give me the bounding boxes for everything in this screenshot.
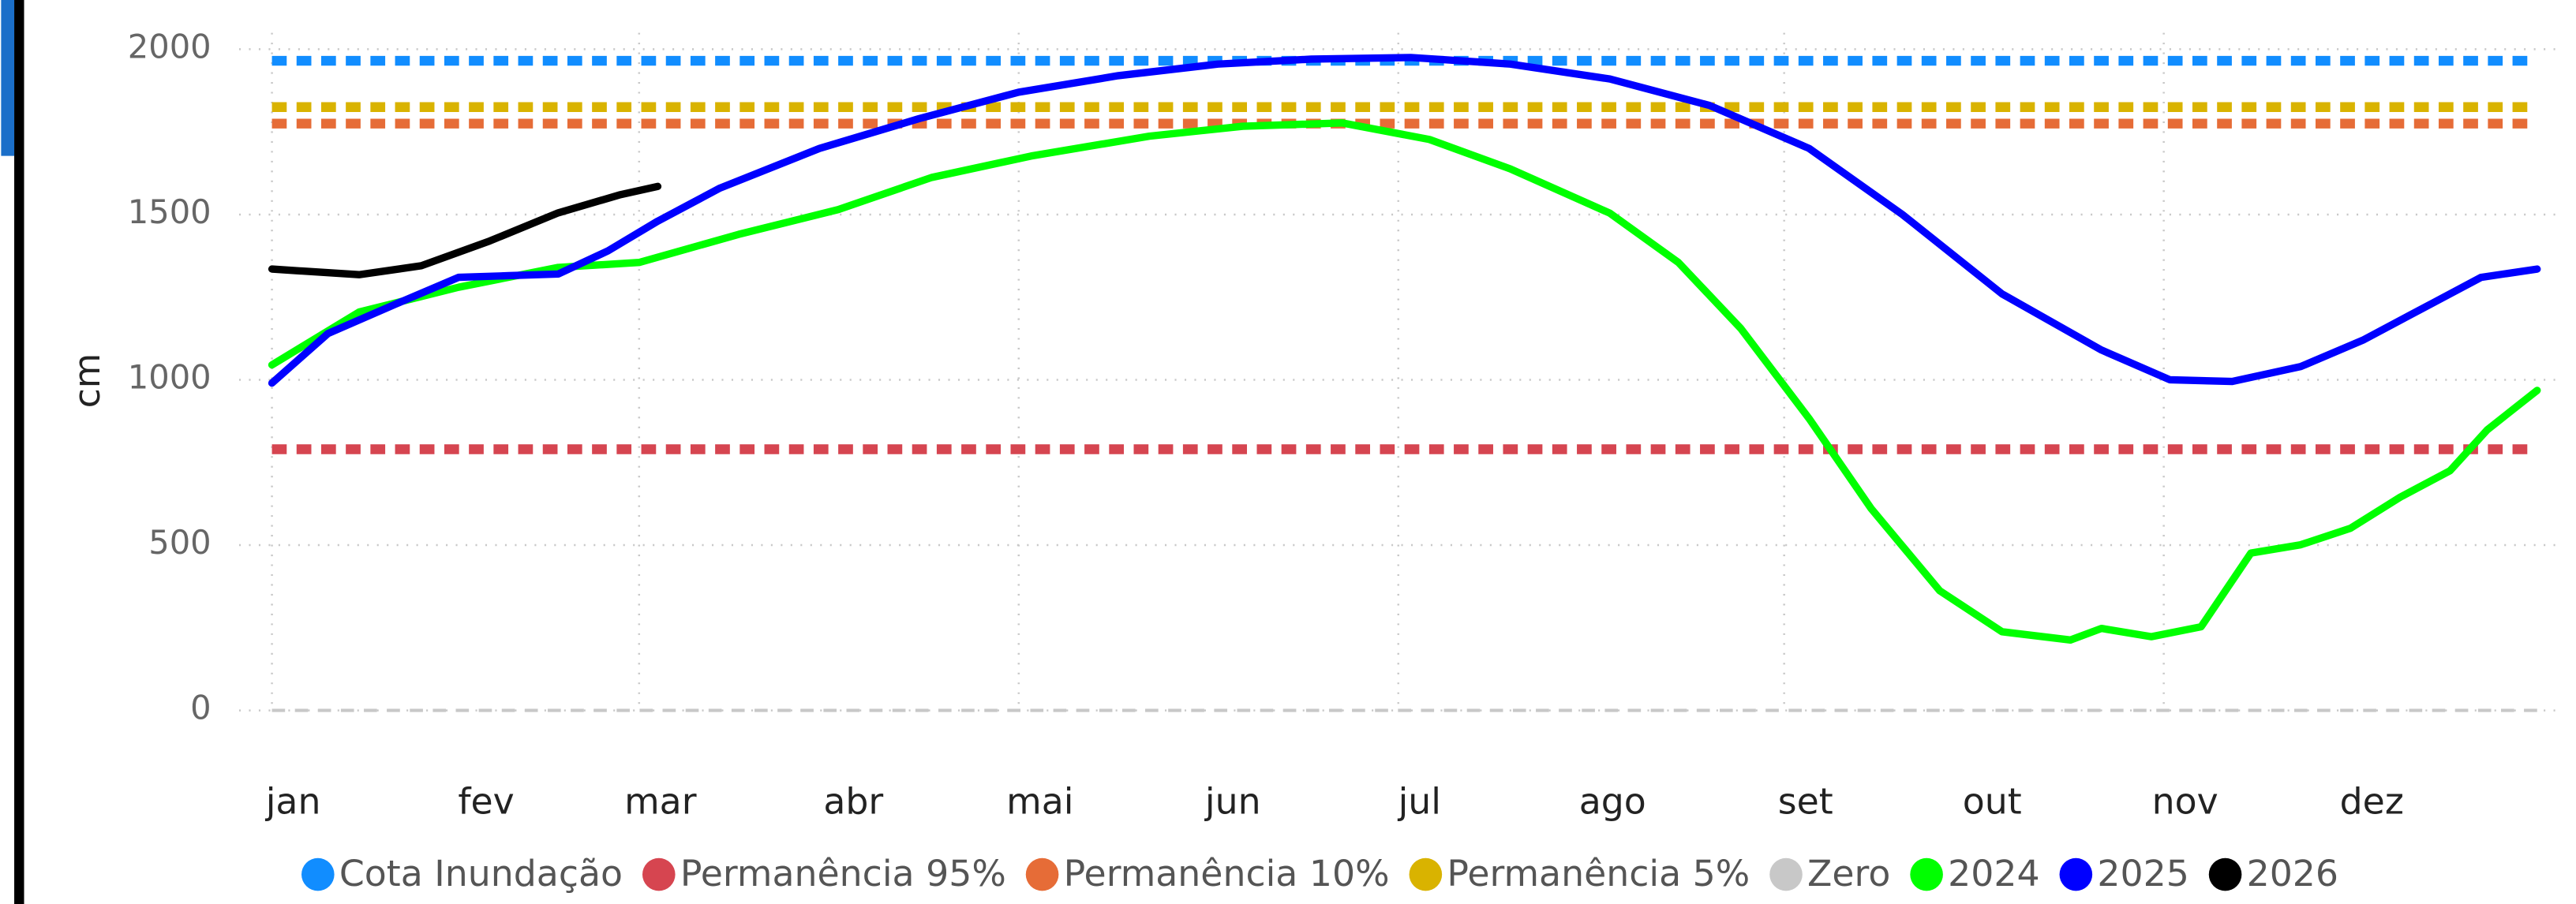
y-tick-label: 1000: [128, 357, 212, 396]
x-tick-label: ago: [1579, 781, 1646, 823]
y-tick-label: 1500: [128, 192, 212, 231]
legend-marker: [642, 857, 676, 891]
legend-label: 2026: [2247, 853, 2338, 895]
legend-label: Cota Inundação: [339, 853, 623, 895]
legend-label: 2025: [2097, 853, 2188, 895]
legend-marker: [1409, 857, 1443, 891]
x-tick-label: dez: [2340, 781, 2404, 823]
legend-marker: [1910, 857, 1943, 891]
x-tick-label: out: [1963, 781, 2022, 823]
series-line: [268, 54, 2541, 387]
legend-marker: [2059, 857, 2093, 891]
legend-marker: [301, 857, 335, 891]
legend-label: Zero: [1807, 853, 1890, 895]
x-tick-label: set: [1778, 781, 1833, 823]
x-tick-label: jan: [265, 781, 321, 823]
series-line: [268, 182, 662, 278]
legend-label: 2024: [1948, 853, 2039, 895]
x-tick-label: jun: [1204, 781, 1261, 823]
legend-marker: [1025, 857, 1059, 891]
y-tick-label: 2000: [128, 27, 212, 65]
legend-marker: [2208, 857, 2242, 891]
left-border: [14, 0, 24, 904]
legend-marker: [1769, 857, 1803, 891]
y-tick-label: 0: [190, 689, 211, 727]
legend-label: Permanência 5%: [1447, 853, 1750, 895]
legend-label: Permanência 10%: [1064, 853, 1390, 895]
x-tick-label: jul: [1398, 781, 1441, 823]
x-tick-label: mai: [1006, 781, 1073, 823]
x-tick-label: nov: [2152, 781, 2218, 823]
legend-label: Permanência 95%: [680, 853, 1006, 895]
left-decoration: [1, 0, 15, 156]
series-line: [268, 119, 2541, 644]
x-tick-label: fev: [458, 781, 514, 823]
x-tick-label: abr: [823, 781, 883, 823]
y-tick-label: 500: [148, 523, 211, 562]
x-tick-label: mar: [624, 781, 697, 823]
y-axis-label: cm: [66, 353, 108, 409]
